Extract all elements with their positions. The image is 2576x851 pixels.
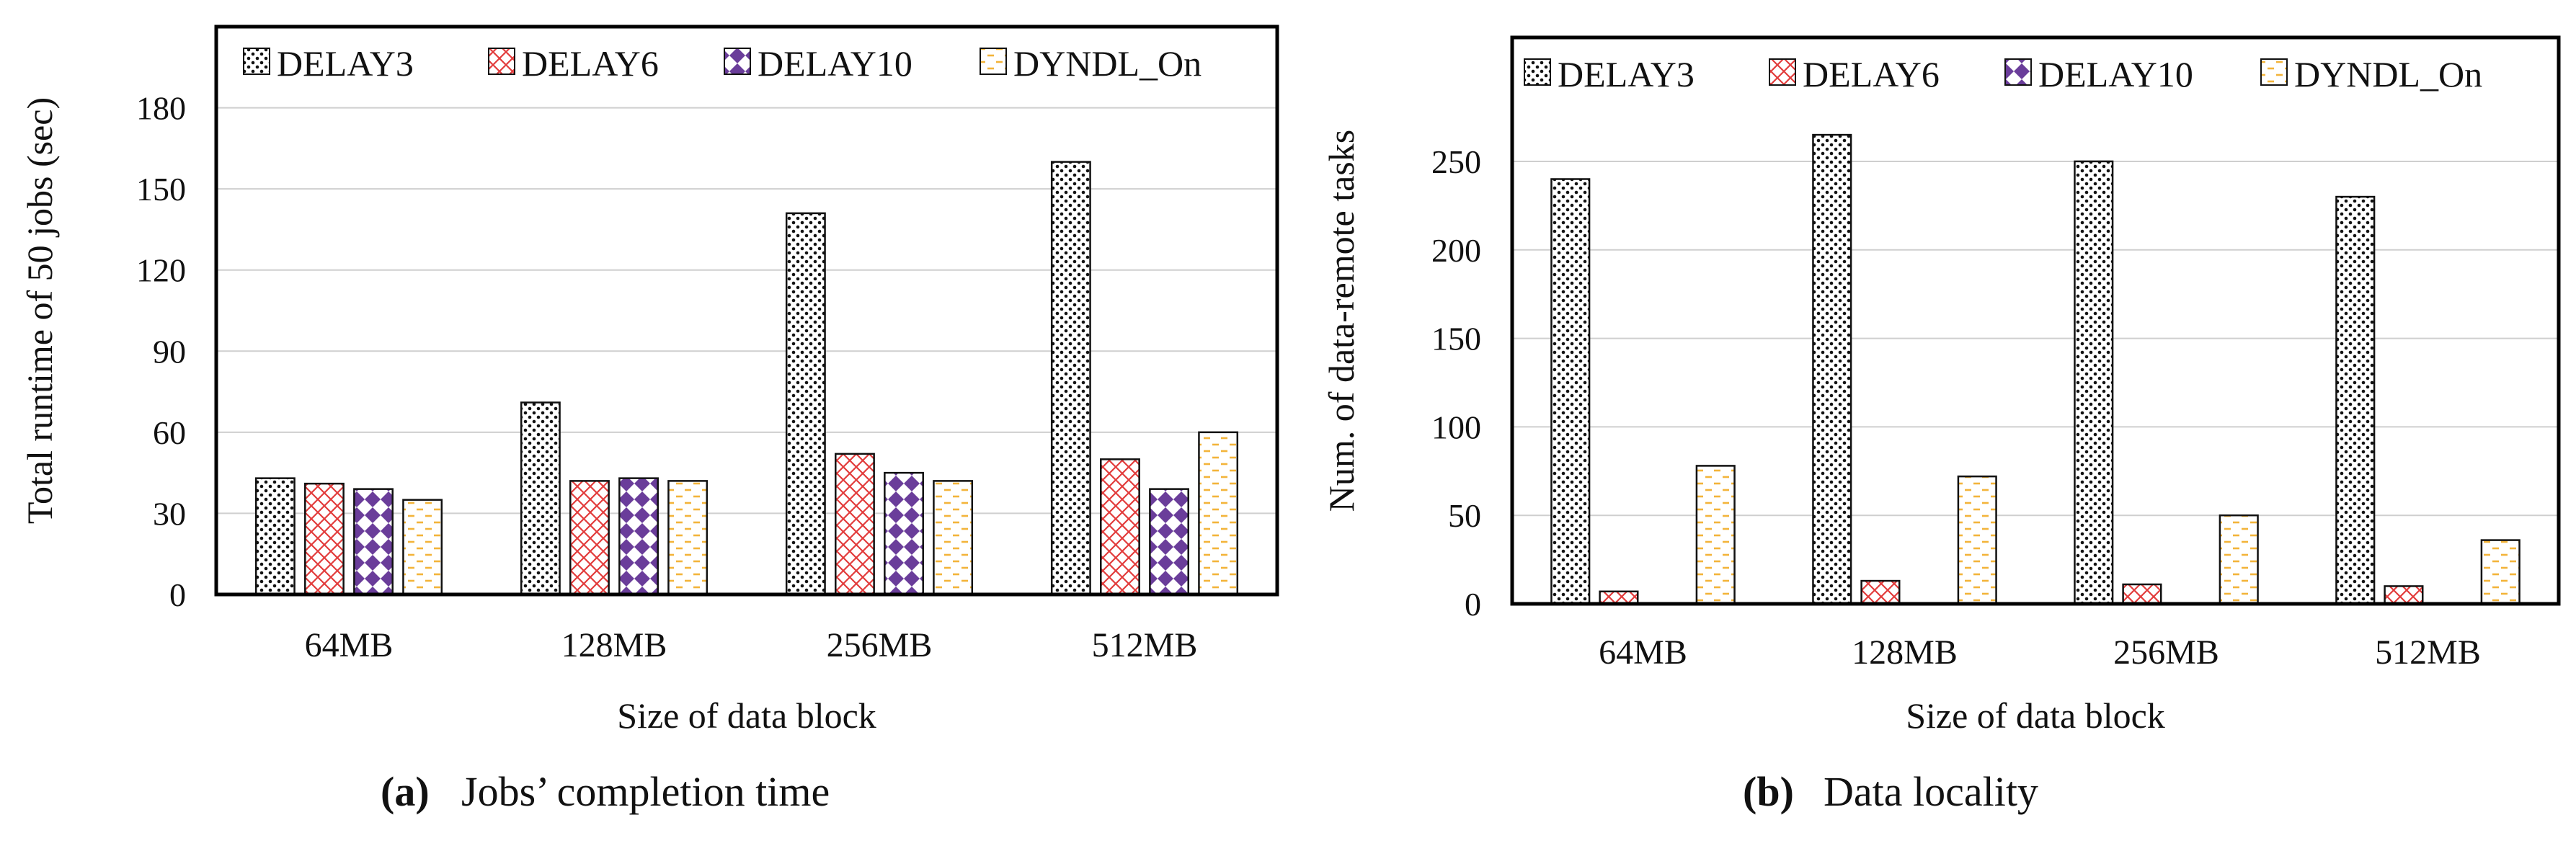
bar-a-delay6-64mb: [304, 482, 345, 596]
x-tick-label-b: 256MB: [2113, 633, 2219, 672]
legend-swatch-a-dyndl-on: [980, 48, 1007, 75]
y-tick-label-a: 30: [153, 495, 186, 532]
y-tick-label-b: 50: [1448, 497, 1481, 534]
bar-a-delay6-128mb: [569, 480, 610, 596]
legend-label-b: DYNDL_On: [2294, 54, 2482, 94]
y-tick-label-a: 150: [136, 171, 186, 208]
bar-a-delay6-512mb: [1100, 458, 1140, 596]
legend-swatch-a-delay10: [724, 48, 751, 75]
caption-b-text: Data locality: [1824, 768, 2038, 815]
bar-b-dyndl-on-128mb: [1957, 475, 1997, 605]
x-axis-label-a: Size of data block: [617, 695, 876, 736]
caption-a-text: Jobs’ completion time: [461, 768, 830, 815]
bar-b-delay3-512mb: [2335, 195, 2376, 605]
legend-swatch-b-dyndl-on: [2260, 58, 2288, 86]
y-tick-label-a: 0: [169, 576, 186, 613]
x-tick-label-a: 128MB: [561, 626, 667, 664]
bar-b-delay3-128mb: [1812, 133, 1852, 605]
bar-b-delay6-256mb: [2122, 583, 2162, 605]
y-axis-label-a: Total runtime of 50 jobs (sec): [19, 97, 60, 524]
bar-a-delay6-256mb: [835, 453, 875, 596]
bar-b-delay3-256mb: [2074, 160, 2114, 605]
bar-b-delay6-512mb: [2384, 585, 2424, 605]
y-tick-label-a: 90: [153, 333, 186, 370]
bar-b-dyndl-on-64mb: [1695, 465, 1736, 605]
bar-a-delay10-64mb: [353, 488, 394, 596]
x-tick-label-b: 64MB: [1599, 633, 1687, 672]
y-axis-label-b: Num. of data-remote tasks: [1321, 130, 1362, 512]
caption-b-letter: (b): [1743, 768, 1794, 815]
bar-a-delay10-512mb: [1149, 488, 1189, 596]
bar-b-dyndl-on-256mb: [2219, 514, 2259, 605]
y-tick-label-b: 250: [1431, 143, 1481, 180]
legend-swatch-a-delay3: [243, 48, 270, 75]
y-tick-label-b: 0: [1465, 586, 1481, 623]
bar-a-delay10-256mb: [884, 471, 924, 596]
legend-swatch-a-delay6: [488, 48, 515, 75]
legend-label-a: DELAY10: [758, 43, 912, 84]
y-tick-label-a: 120: [136, 252, 186, 289]
bar-a-delay3-256mb: [785, 212, 826, 596]
y-tick-label-b: 200: [1431, 232, 1481, 269]
y-tick-label-b: 100: [1431, 409, 1481, 445]
legend-label-b: DELAY6: [1803, 54, 1940, 94]
caption-a-letter: (a): [381, 768, 430, 815]
y-tick-label-b: 150: [1431, 321, 1481, 357]
y-tick-label-a: 60: [153, 414, 186, 451]
bar-a-dyndl-on-128mb: [667, 480, 709, 596]
bar-b-delay6-64mb: [1599, 590, 1639, 605]
bar-b-delay6-128mb: [1860, 579, 1901, 605]
chart-a: 0 30 60 90 120 150 180 64MB 128MB 256MB 512MB DELAY…: [19, 24, 1279, 736]
plot-frame-b: [1510, 35, 2561, 606]
legend-label-b: DELAY3: [1558, 54, 1695, 94]
bar-a-dyndl-on-256mb: [933, 480, 974, 596]
bar-a-dyndl-on-512mb: [1198, 431, 1239, 596]
plot-frame-a: [214, 24, 1279, 597]
legend-swatch-b-delay6: [1769, 58, 1796, 86]
legend-label-a: DELAY3: [277, 43, 414, 84]
chart-b: 0 50 100 150 200 250 64MB 128MB 256MB 512MB DELAY3…: [1321, 35, 2561, 736]
bar-a-dyndl-on-64mb: [402, 499, 443, 596]
legend-label-b: DELAY10: [2038, 54, 2193, 94]
x-axis-label-b: Size of data block: [1906, 695, 2165, 736]
bar-b-delay3-64mb: [1550, 178, 1591, 605]
x-tick-label-b: 512MB: [2375, 633, 2481, 672]
legend-swatch-b-delay3: [1524, 58, 1551, 86]
legend-label-a: DELAY6: [522, 43, 659, 84]
y-tick-label-a: 180: [136, 90, 186, 127]
bar-a-delay3-128mb: [520, 401, 561, 596]
x-tick-label-a: 64MB: [305, 626, 394, 664]
legend-swatch-b-delay10: [2004, 58, 2032, 86]
x-tick-label-b: 128MB: [1852, 633, 1958, 672]
x-tick-label-a: 512MB: [1092, 626, 1198, 664]
bar-a-delay10-128mb: [618, 477, 659, 596]
bar-a-delay3-512mb: [1050, 161, 1091, 596]
legend-label-a: DYNDL_On: [1013, 43, 1202, 84]
bar-a-delay3-64mb: [254, 477, 296, 596]
x-tick-label-a: 256MB: [827, 626, 933, 664]
bar-b-dyndl-on-512mb: [2480, 539, 2521, 605]
